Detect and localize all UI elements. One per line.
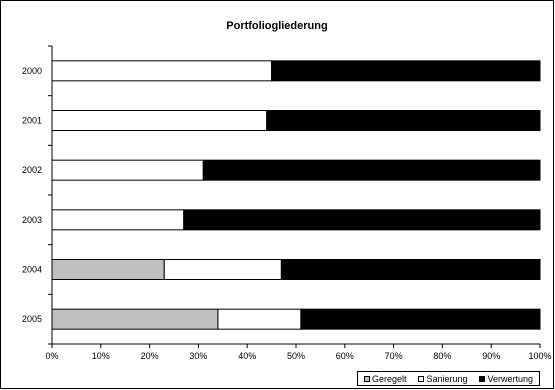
bar-sanierung-2004 [163, 259, 282, 280]
legend-label-verwertung: Verwertung [487, 373, 533, 384]
bar-verwertung-2004 [280, 259, 541, 280]
bar-verwertung-2002 [202, 159, 541, 181]
legend-label-geregelt: Geregelt [371, 373, 407, 384]
y-tick-label-2003: 2003 [22, 215, 42, 225]
bar-verwertung-2005 [300, 308, 541, 330]
bar-verwertung-2000 [271, 60, 541, 82]
x-tick-label-80pct: 80% [433, 351, 451, 361]
x-tick-label-70pct: 70% [385, 351, 403, 361]
x-tick-label-40pct: 40% [238, 351, 256, 361]
legend-item-verwertung: Verwertung [479, 374, 533, 384]
x-tick-label-60pct: 60% [336, 351, 354, 361]
bar-sanierung-2005 [217, 308, 302, 330]
y-tick-label-2002: 2002 [22, 165, 42, 175]
x-tick-label-0pct: 0% [45, 351, 58, 361]
legend-item-geregelt: Geregelt [363, 373, 407, 384]
legend-label-sanierung: Sanierung [426, 373, 468, 384]
y-tick-label-2000: 2000 [22, 66, 42, 76]
legend: Geregelt Sanierung Verwertung [357, 371, 540, 386]
bar-verwertung-2003 [183, 209, 541, 231]
bar-geregelt-2005 [51, 308, 219, 330]
bar-verwertung-2001 [266, 110, 541, 131]
bar-sanierung-2001 [51, 110, 268, 131]
bar-sanierung-2003 [51, 209, 185, 231]
y-tick-label-2005: 2005 [22, 314, 42, 324]
bar-geregelt-2004 [51, 259, 165, 280]
x-tick-label-100pct: 100% [528, 351, 551, 361]
x-tick-label-30pct: 30% [189, 351, 207, 361]
chart-title: Portfoliogliederung [226, 20, 328, 32]
legend-swatch-sanierung [418, 375, 425, 382]
y-tick-label-2001: 2001 [22, 116, 42, 126]
x-tick-label-90pct: 90% [482, 351, 500, 361]
bar-sanierung-2000 [51, 60, 273, 82]
y-tick-label-2004: 2004 [22, 265, 42, 275]
legend-swatch-geregelt [363, 375, 370, 382]
x-tick-label-10pct: 10% [92, 351, 110, 361]
bar-sanierung-2002 [51, 159, 204, 181]
x-tick-label-50pct: 50% [287, 351, 305, 361]
legend-item-sanierung: Sanierung [418, 373, 468, 384]
legend-swatch-verwertung [479, 375, 486, 382]
x-tick-label-20pct: 20% [141, 351, 159, 361]
